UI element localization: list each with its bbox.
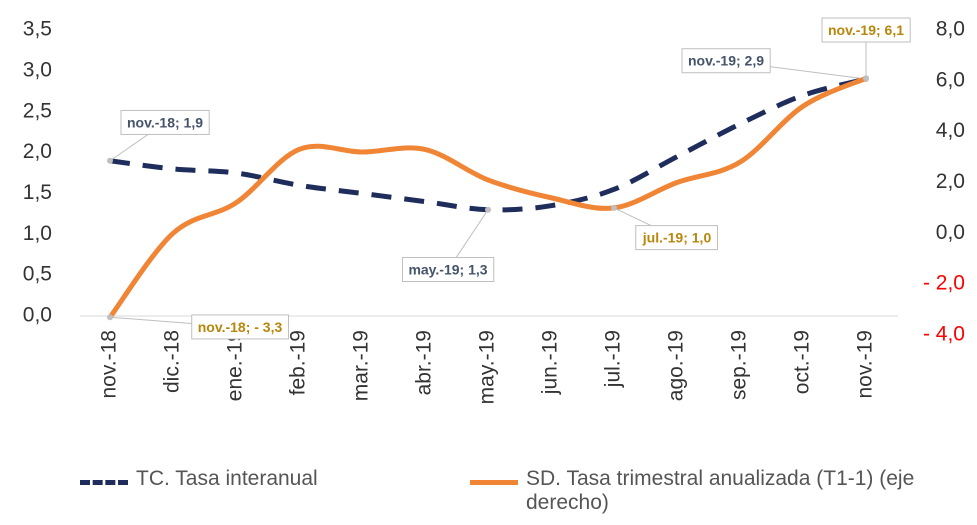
legend-swatch (470, 480, 518, 485)
point-dot (485, 206, 491, 213)
legend-label: SD. Tasa trimestral anualizada (T1-1) (e… (526, 467, 915, 514)
y-tick-label: 2,5 (23, 99, 52, 122)
x-tick-label: abr.-19 (413, 330, 436, 395)
label-box (401, 256, 495, 282)
legend-swatch (80, 480, 128, 485)
line (107, 75, 869, 320)
label-box (681, 48, 771, 74)
x-tick-label: ago.-19 (665, 330, 688, 401)
data-label: may.-19; 1,3 (408, 261, 487, 277)
data-label-group: nov.-19; 6,1 (821, 17, 911, 82)
legend-item: TC. Tasa interanual (80, 467, 410, 491)
y2-tick-label: 0,0 (936, 221, 965, 244)
data-label-group: may.-19; 1,3 (401, 206, 495, 282)
data-label: nov.-19; 2,9 (688, 53, 764, 69)
x-tick-label: oct.-19 (791, 330, 814, 394)
x-tick-label: nov.-19 (854, 330, 877, 399)
data-label-group: nov.-18; - 3,3 (107, 314, 289, 340)
x-tick-label: may.-19 (476, 330, 499, 404)
data-label: jul.-19; 1,0 (642, 230, 712, 246)
y-tick-label: 1,0 (23, 222, 52, 245)
label-box (191, 314, 289, 340)
data-label-group: nov.-18; 1,9 (107, 109, 210, 164)
x-tick-label: dic.-18 (161, 330, 184, 393)
line (109, 76, 867, 213)
data-label-group: jul.-19; 1,0 (611, 204, 718, 251)
x-tick-label: jul.-19 (602, 330, 625, 388)
y2-tick-label: - 2,0 (923, 272, 965, 295)
x-tick-label: sep.-19 (728, 330, 751, 400)
data-label: nov.-18; - 3,3 (198, 319, 283, 335)
legend: TC. Tasa interanual SD. Tasa trimestral a… (80, 455, 960, 525)
y-tick-label: 0,5 (23, 263, 52, 286)
plot: 0,0 0,5 1,0 1,5 2,0 2,5 3,0 3,5 - 4,0 - 2,0 0,0 2,0… (23, 17, 965, 404)
label-box (821, 17, 911, 43)
x-tick-label: jun.-19 (539, 330, 562, 395)
legend-item: SD. Tasa trimestral anualizada (T1-1) (e… (470, 467, 940, 515)
point-dot (863, 75, 869, 82)
legend-label: TC. Tasa interanual (136, 467, 318, 490)
y2-tick-label: - 4,0 (923, 323, 965, 346)
y2-tick-label: 4,0 (936, 119, 965, 142)
point-dot (107, 157, 113, 164)
x-tick-label: mar.-19 (350, 330, 373, 401)
x-tick-label: feb.-19 (287, 330, 310, 395)
data-label: nov.-19; 6,1 (828, 22, 904, 38)
label-box (635, 225, 718, 251)
point-dot (611, 204, 617, 211)
y-tick-label: 3,0 (23, 58, 52, 81)
label-box (120, 109, 210, 135)
y2-tick-label: 8,0 (936, 18, 965, 41)
y-tick-label: 0,0 (23, 304, 52, 327)
data-label-group: nov.-19; 2,9 (681, 48, 869, 83)
y-tick-label: 1,5 (23, 181, 52, 204)
x-tick-label: ene.-19 (224, 330, 247, 401)
x-tick-label: nov.-18 (98, 330, 121, 399)
point-dot (107, 314, 113, 321)
y2-tick-label: 2,0 (936, 170, 965, 193)
y-tick-label: 3,5 (23, 18, 52, 41)
y2-tick-label: 6,0 (936, 68, 965, 91)
y-tick-label: 2,0 (23, 140, 52, 163)
data-label: nov.-18; 1,9 (127, 114, 203, 130)
